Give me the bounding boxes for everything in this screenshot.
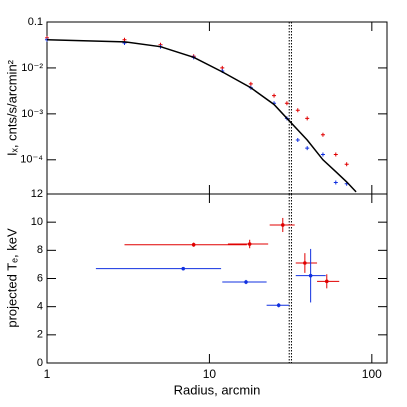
data-point [333, 180, 338, 185]
data-point [272, 93, 277, 98]
data-point [295, 137, 300, 142]
x-tick-label: 10 [203, 367, 217, 381]
y-tick-label: 0 [37, 357, 43, 369]
data-point [305, 116, 310, 121]
y-tick-label: 6 [37, 272, 43, 284]
data-point [280, 223, 285, 227]
plot-frame [46, 21, 388, 364]
data-point [295, 108, 300, 113]
data-point [333, 152, 338, 157]
y-tick-label: 8 [37, 244, 43, 256]
data-point [284, 101, 289, 106]
data-point [276, 303, 281, 308]
y-tick-label: 10⁻⁴ [20, 154, 43, 166]
data-point [248, 81, 253, 86]
y-tick-label: 10⁻² [21, 62, 43, 74]
y-axis-label: projected Tₑ, keV [4, 228, 19, 328]
data-point [324, 279, 329, 284]
data-point [303, 261, 307, 265]
data-point [181, 266, 186, 271]
data-point [247, 242, 252, 246]
x-tick-label: 100 [362, 367, 382, 381]
y-tick-label: 2 [37, 329, 43, 341]
y-tick-label: 12 [31, 188, 43, 200]
y-tick-label: 0.1 [28, 16, 43, 28]
data-point [244, 280, 248, 284]
x-axis-label: Radius, arcmin [174, 382, 261, 397]
y-tick-label: 10⁻³ [21, 108, 43, 120]
data-point [320, 132, 325, 137]
y-tick-label: 10 [31, 216, 43, 228]
x-tick-label: 1 [44, 367, 51, 381]
data-point [308, 273, 313, 278]
y-tick-label: 4 [37, 301, 43, 313]
data-point [305, 146, 310, 151]
data-point [320, 152, 325, 157]
data-point [344, 162, 349, 167]
model-line [46, 39, 357, 193]
y-axis-label: Iₓ, cnts/s/arcmin² [4, 59, 19, 156]
data-point [191, 242, 196, 247]
